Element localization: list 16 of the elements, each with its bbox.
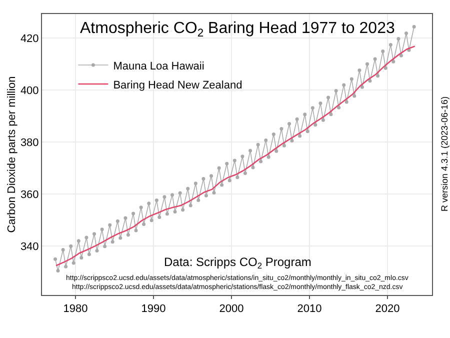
legend-label: Baring Head New Zealand <box>113 79 242 92</box>
y-tick-label: 340 <box>20 240 39 253</box>
y-axis-title: Carbon Dioxide parts per million <box>6 76 18 233</box>
x-tick-label: 2000 <box>219 303 244 316</box>
y-tick-label: 420 <box>20 32 39 45</box>
legend-label: Mauna Loa Hawaii <box>113 60 204 72</box>
y-tick-label: 380 <box>20 136 39 149</box>
chart-title: Atmospheric CO$_{2}$ Baring Head 1977 to 2023 <box>80 20 395 40</box>
x-tick-label: 2020 <box>375 303 400 316</box>
x-tick-label: 1990 <box>141 303 166 316</box>
annotation: Data: Scripps CO$_{2}$ Program <box>164 255 312 271</box>
x-tick-label: 2010 <box>297 303 322 316</box>
y2-axis-title: R version 4.3.1 (2023-06-16) <box>440 96 450 212</box>
x-tick-label: 1980 <box>63 303 88 316</box>
y-tick-label: 360 <box>20 188 39 201</box>
y-tick-label: 400 <box>20 84 39 97</box>
